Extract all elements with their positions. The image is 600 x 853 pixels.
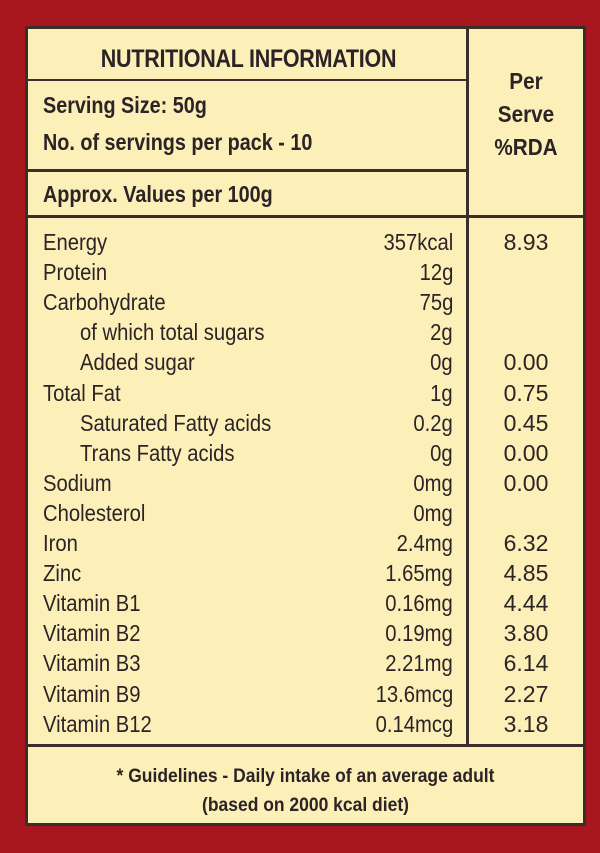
nutrient-rda: 0.00 <box>503 469 549 496</box>
nutrient-rda: 6.32 <box>503 530 549 556</box>
nutrient-value: 2.4mg <box>396 530 453 556</box>
nutrient-value: 0mg <box>413 499 453 526</box>
nutrient-row: Vitamin B12 0.14mcg 3.18 <box>28 711 583 741</box>
footnote-line-1: * Guidelines - Daily intake of an averag… <box>116 766 495 787</box>
nutrient-value: 0.16mg <box>385 590 453 617</box>
nutrient-name: Zinc <box>43 560 82 587</box>
nutrient-rda: 0.00 <box>503 349 549 376</box>
nutrient-name: Protein <box>43 259 108 286</box>
nutrient-rda: 0.00 <box>503 439 549 466</box>
nutrient-row: Added sugar 0g 0.00 <box>28 349 583 379</box>
nutrient-name: Vitamin B1 <box>43 590 141 617</box>
nutrient-row: Vitamin B3 2.21mg 6.14 <box>28 650 583 680</box>
nutrient-rda: 2.27 <box>503 680 549 707</box>
nutrient-row: Total Fat 1g 0.75 <box>28 380 583 410</box>
footnote: * Guidelines - Daily intake of an averag… <box>28 762 583 820</box>
nutrition-panel: NUTRITIONAL INFORMATION Serving Size: 50… <box>25 26 586 826</box>
nutrient-row: Sodium 0mg 0.00 <box>28 470 583 500</box>
nutrient-name: Cholesterol <box>43 499 146 526</box>
nutrient-name: Saturated Fatty acids <box>80 409 272 436</box>
nutrient-rda: 4.85 <box>503 560 549 587</box>
approx-values-heading: Approx. Values per 100g <box>43 181 273 207</box>
nutrient-name: Total Fat <box>43 379 121 406</box>
nutrient-row: Protein 12g <box>28 259 583 289</box>
rda-header-line: Serve <box>497 101 555 127</box>
nutrient-row: Cholesterol 0mg <box>28 500 583 530</box>
nutrient-rda: 3.80 <box>503 620 549 647</box>
servings-per-pack: No. of servings per pack - 10 <box>43 129 313 155</box>
nutrient-row: Zinc 1.65mg 4.85 <box>28 560 583 590</box>
divider-title <box>28 79 466 81</box>
nutrient-value: 1.65mg <box>385 560 453 587</box>
column-divider <box>466 29 469 744</box>
nutrient-name: Energy <box>43 229 108 255</box>
nutrient-name: Vitamin B9 <box>43 680 141 707</box>
divider-footer <box>28 744 583 747</box>
nutrient-row: of which total sugars 2g <box>28 319 583 349</box>
nutrient-name: of which total sugars <box>80 319 265 346</box>
nutrient-value: 1g <box>430 379 453 406</box>
nutrient-row: Saturated Fatty acids 0.2g 0.45 <box>28 410 583 440</box>
nutrient-row: Vitamin B1 0.16mg 4.44 <box>28 590 583 620</box>
nutrient-rda: 6.14 <box>503 650 549 677</box>
rda-header-line: Per <box>509 68 543 94</box>
nutrient-rda: 3.18 <box>503 710 549 737</box>
nutrient-row: Vitamin B2 0.19mg 3.80 <box>28 620 583 650</box>
serving-size: Serving Size: 50g <box>43 92 207 118</box>
nutrient-name: Vitamin B2 <box>43 620 141 647</box>
footnote-line-2: (based on 2000 kcal diet) <box>202 795 409 816</box>
nutrient-value: 0.2g <box>413 409 453 436</box>
nutrient-name: Carbohydrate <box>43 289 166 316</box>
nutrient-value: 12g <box>419 259 453 286</box>
nutrient-rda: 0.75 <box>503 379 549 406</box>
nutrient-rda: 4.44 <box>503 590 549 617</box>
nutrient-value: 0g <box>430 439 453 466</box>
nutrient-name: Trans Fatty acids <box>80 439 235 466</box>
nutrient-rda: 0.45 <box>503 409 549 436</box>
nutrient-name: Vitamin B3 <box>43 650 141 677</box>
divider-serving <box>28 169 466 172</box>
nutrient-value: 0g <box>430 349 453 376</box>
nutrient-value: 0.14mcg <box>375 710 453 737</box>
panel-title: NUTRITIONAL INFORMATION <box>100 45 397 73</box>
divider-header <box>28 215 583 218</box>
nutrient-row: Trans Fatty acids 0g 0.00 <box>28 440 583 470</box>
nutrient-name: Iron <box>43 530 78 556</box>
nutrient-value: 357kcal <box>383 229 453 255</box>
nutrient-rda: 8.93 <box>503 229 549 255</box>
nutrient-row: Vitamin B9 13.6mcg 2.27 <box>28 681 583 711</box>
nutrient-value: 2g <box>430 319 453 346</box>
nutrient-name: Vitamin B12 <box>43 710 152 737</box>
nutrient-value: 13.6mcg <box>375 680 453 707</box>
nutrient-value: 75g <box>419 289 453 316</box>
nutrient-name: Sodium <box>43 469 112 496</box>
nutrient-name: Added sugar <box>80 349 195 376</box>
rda-column-header: Per Serve %RDA <box>475 65 578 164</box>
nutrient-row: Iron 2.4mg 6.32 <box>28 530 583 560</box>
nutrient-row: Energy 357kcal 8.93 <box>28 229 583 259</box>
nutrient-value: 2.21mg <box>385 650 453 677</box>
nutrient-row: Carbohydrate 75g <box>28 289 583 319</box>
rda-header-line: %RDA <box>494 134 558 160</box>
nutrient-value: 0mg <box>413 469 453 496</box>
nutrient-value: 0.19mg <box>385 620 453 647</box>
